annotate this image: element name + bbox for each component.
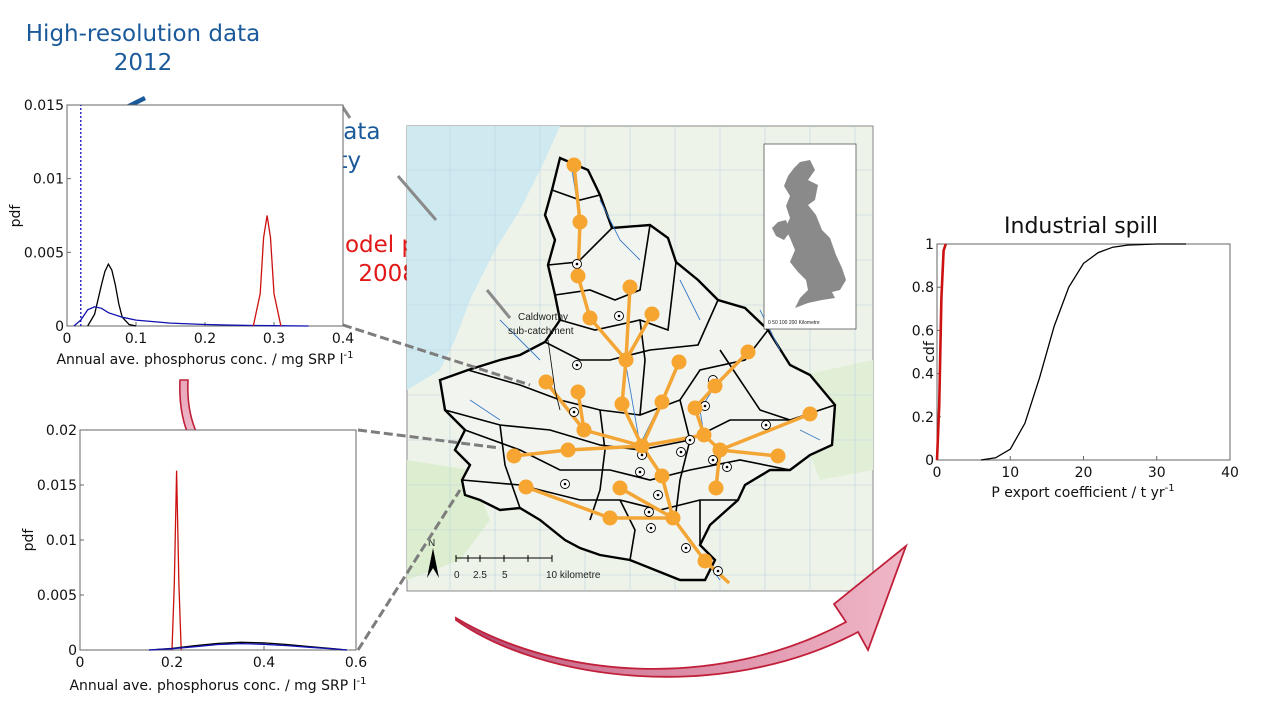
y-tick-label: 0 — [68, 643, 77, 659]
x-tick-label: 0.1 — [125, 331, 147, 347]
subcatchment-label-line1: Caldworthy — [518, 312, 568, 323]
y-tick-label: 0.2 — [912, 410, 934, 426]
series-line-0 — [171, 470, 182, 651]
plot-area — [66, 104, 344, 327]
x-tick-label: 0.3 — [263, 331, 285, 347]
catchment-map: Caldworthy sub-catchment 0 50 100 200 Ki… — [406, 125, 874, 592]
plot-area — [79, 429, 357, 651]
y-tick-label: 0.6 — [912, 323, 934, 339]
scale-tick-5: 5 — [502, 570, 508, 581]
series-line-1 — [87, 262, 137, 327]
y-tick-label: 0.015 — [24, 98, 64, 114]
x-tick-label: 10 — [1001, 465, 1019, 481]
y-tick-label: 0.4 — [912, 367, 934, 383]
high-res-line1: High-resolution data — [25, 21, 261, 47]
model-nodes — [506, 157, 818, 569]
x-axis-label-sup: -1 — [357, 676, 367, 687]
x-tick-label: 0.4 — [332, 331, 354, 347]
x-tick-label: 0.4 — [253, 655, 275, 671]
x-tick-label: 40 — [1221, 465, 1239, 481]
pdf-bottom-chart: 0 0.2 0.4 0.6 0 0.005 0.01 0.015 0.02 Annual ave.… — [21, 423, 367, 694]
series-line-0 — [935, 243, 948, 461]
y-tick-label: 0 — [925, 453, 934, 469]
pink-arrow-large — [455, 543, 908, 678]
y-tick-label: 0.8 — [912, 280, 934, 296]
uk-inset-map: 0 50 100 200 Kilometre — [763, 143, 857, 330]
plot-area — [936, 243, 1231, 461]
pdf-top-chart: 0 0.1 0.2 0.3 0.4 0 0.005 0.01 0.015 Annual ave. … — [8, 98, 354, 368]
cdf-chart: 0 10 20 30 40 0 0.2 0.4 0.6 0.8 1 P export coeffici… — [912, 214, 1239, 501]
x-axis-label: Annual ave. phosphorus conc. / mg SRP l-… — [56, 350, 353, 368]
x-tick-label: 0.2 — [161, 655, 183, 671]
x-tick-label: 0 — [63, 331, 72, 347]
inset-scale-label: 0 50 100 200 Kilometre — [768, 320, 820, 326]
x-tick-label: 30 — [1148, 465, 1166, 481]
connector-lines — [342, 323, 531, 651]
y-tick-label: 0.015 — [37, 478, 77, 494]
x-axis-label-sup: -1 — [344, 350, 354, 361]
high-res-annotation: High-resolution data 2012 — [10, 20, 276, 78]
high-res-line2: 2012 — [113, 50, 173, 76]
x-tick-label: 0.2 — [194, 331, 216, 347]
series-line-2 — [148, 642, 347, 651]
y-tick-label: 0.005 — [24, 245, 64, 261]
y-axis-label: cdf — [922, 340, 938, 363]
x-tick-label: 0 — [933, 465, 942, 481]
scale-tick-0: 0 — [454, 570, 460, 581]
series-line-3 — [252, 215, 282, 327]
y-tick-label: 1 — [925, 237, 934, 253]
scale-tick-10: 10 kilometre — [546, 570, 601, 581]
x-axis-label-sup: -1 — [1165, 483, 1175, 494]
scale-tick-2-5: 2.5 — [473, 570, 487, 581]
y-tick-label: 0 — [55, 319, 64, 335]
y-tick-label: 0.005 — [37, 588, 77, 604]
subcatchment-label-line2: sub-catchment — [508, 326, 574, 337]
series-line-2 — [73, 306, 309, 327]
x-axis-label: P export coefficient / t yr-1 — [991, 483, 1174, 501]
x-tick-label: 20 — [1075, 465, 1093, 481]
y-axis-label: pdf — [21, 528, 37, 552]
north-arrow-icon: N — [427, 538, 439, 578]
x-tick-label: 0.6 — [345, 655, 367, 671]
uk-shape-icon — [784, 160, 846, 308]
map-scale-bar: 0 2.5 5 10 kilometre — [454, 555, 601, 581]
series-line-1 — [980, 243, 1186, 461]
y-tick-label: 0.02 — [46, 423, 77, 439]
y-tick-label: 0.01 — [33, 172, 64, 188]
y-tick-label: 0.01 — [46, 533, 77, 549]
x-tick-label: 0 — [76, 655, 85, 671]
y-axis-label: pdf — [8, 204, 24, 228]
north-label: N — [428, 538, 435, 549]
x-axis-label: Annual ave. phosphorus conc. / mg SRP l-… — [69, 676, 366, 694]
chart-title: Industrial spill — [1004, 214, 1158, 239]
